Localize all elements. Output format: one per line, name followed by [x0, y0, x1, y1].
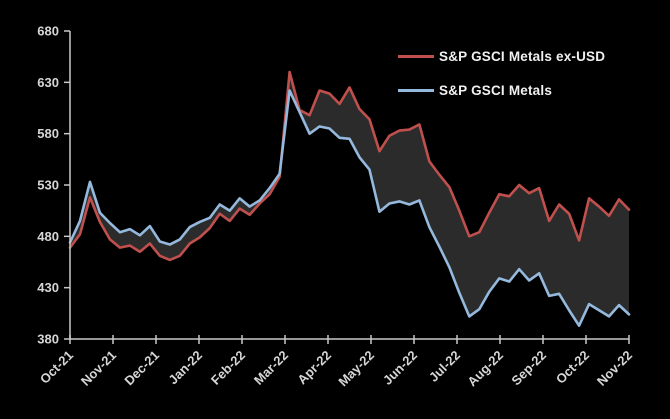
x-tick-label: Oct-22: [553, 348, 592, 387]
y-tick-label: 480: [37, 229, 59, 244]
y-tick-label: 680: [37, 24, 59, 39]
x-tick-label: Dec-21: [121, 348, 162, 389]
legend-line-swatch-red: [398, 54, 434, 58]
legend-item-metals-ex-usd: S&P GSCI Metals ex-USD: [398, 46, 605, 66]
x-tick-label: Jun-22: [380, 348, 420, 388]
x-tick-label: Jan-22: [165, 348, 205, 388]
x-tick-label: Sep-22: [508, 348, 549, 389]
x-tick-label: Mar-22: [251, 348, 291, 388]
x-tick-label: Aug-22: [464, 348, 506, 390]
y-tick-label: 530: [37, 178, 59, 193]
x-tick-label: May-22: [335, 348, 377, 390]
y-tick-label: 630: [37, 75, 59, 90]
series-line-red: [68, 70, 631, 262]
fill-between-area: [70, 72, 629, 326]
legend-label-metals-ex-usd: S&P GSCI Metals ex-USD: [439, 48, 606, 64]
y-tick-label: 430: [37, 280, 59, 295]
series-line-blue: [68, 89, 631, 327]
legend-item-metals: S&P GSCI Metals: [398, 80, 605, 100]
legend: S&P GSCI Metals ex-USD S&P GSCI Metals: [398, 46, 605, 100]
legend-line-swatch-blue: [398, 88, 434, 92]
x-tick-label: Jul-22: [426, 348, 463, 385]
x-tick-label: Nov-21: [78, 348, 119, 389]
x-tick-label: Feb-22: [208, 348, 248, 388]
x-tick-label: Apr-22: [294, 348, 334, 388]
x-tick-label: Nov-22: [594, 348, 635, 389]
legend-label-metals: S&P GSCI Metals: [439, 82, 553, 98]
y-tick-label: 380: [37, 332, 59, 347]
y-tick-label: 580: [37, 126, 59, 141]
x-tick-label: Oct-21: [37, 348, 76, 387]
